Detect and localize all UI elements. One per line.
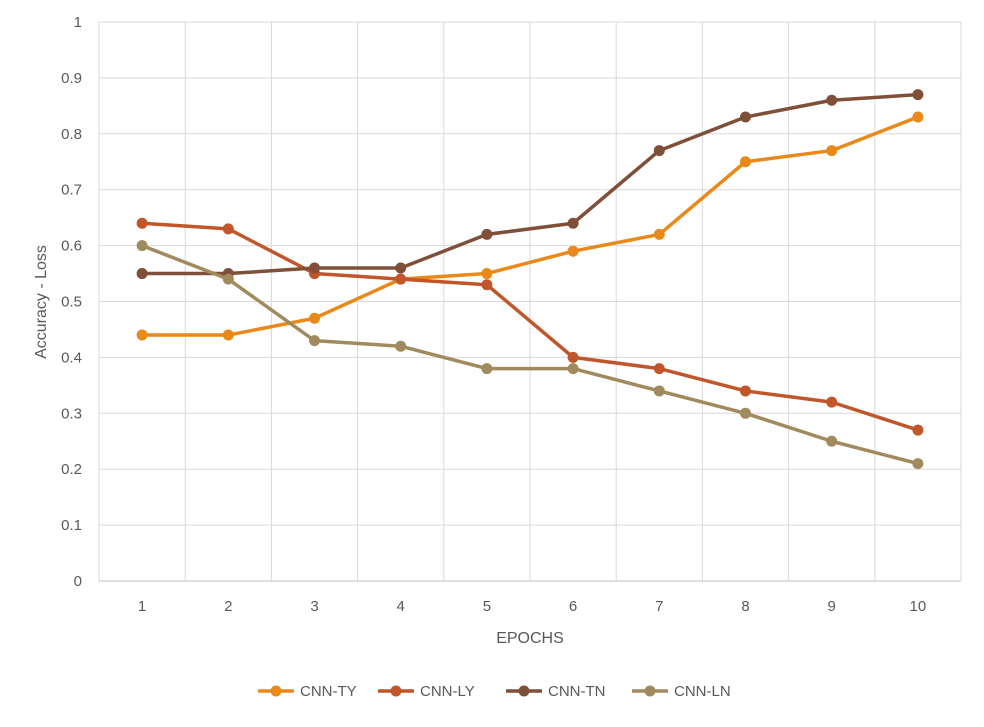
data-point <box>222 223 234 235</box>
y-tick-label: 0.6 <box>61 238 82 255</box>
y-tick-label: 0.1 <box>61 517 82 534</box>
y-tick-label: 0.2 <box>61 461 82 478</box>
data-point <box>740 385 751 397</box>
data-point <box>309 262 320 274</box>
data-point <box>826 94 838 106</box>
x-tick-label: 7 <box>655 598 663 615</box>
data-point <box>826 435 838 447</box>
data-point <box>222 329 234 341</box>
series-lines <box>136 89 924 470</box>
data-point <box>222 273 234 285</box>
data-point <box>395 262 407 274</box>
x-tick-label: 1 <box>138 598 146 615</box>
data-point <box>481 363 493 375</box>
data-point <box>912 424 924 436</box>
data-point <box>481 228 493 240</box>
data-point <box>481 279 493 291</box>
axes: 0 0.1 0.2 0.3 0.4 0.5 0.6 0.7 0.8 0.9 1 1 2 3 4 5 6 7 8 9 10 <box>61 14 961 615</box>
y-tick-label: 0 <box>74 573 82 590</box>
y-tick-label: 0.8 <box>61 126 82 143</box>
legend-label: CNN-TY <box>300 683 357 700</box>
data-point <box>567 245 579 257</box>
legend-swatch-marker <box>518 685 530 697</box>
data-point <box>740 156 751 168</box>
data-point <box>912 89 924 101</box>
x-tick-label: 2 <box>224 598 232 615</box>
legend-label: CNN-LN <box>674 683 731 700</box>
grid-lines <box>98 21 962 581</box>
legend-label: CNN-LY <box>420 683 475 700</box>
data-point <box>136 217 148 229</box>
legend-swatch-marker <box>644 685 656 697</box>
y-axis-title: Accuracy - Loss <box>33 245 50 359</box>
y-tick-label: 0.4 <box>61 349 82 366</box>
x-tick-label: 8 <box>741 598 749 615</box>
x-tick-label: 10 <box>910 598 927 615</box>
data-point <box>912 111 924 123</box>
data-point <box>309 312 320 324</box>
data-point <box>481 268 493 280</box>
legend: CNN-TY CNN-LY CNN-TN CNN-LN <box>258 683 731 700</box>
series-line <box>140 115 920 337</box>
x-tick-label: 3 <box>310 598 318 615</box>
y-tick-label: 1 <box>74 14 82 31</box>
legend-label: CNN-TN <box>548 683 606 700</box>
data-point <box>826 145 838 157</box>
x-axis-title: EPOCHS <box>496 630 564 647</box>
series-line <box>140 92 920 276</box>
data-point <box>653 385 665 397</box>
data-point <box>136 329 148 341</box>
x-tick-label: 6 <box>569 598 577 615</box>
data-point <box>567 217 579 229</box>
x-tick-label: 5 <box>483 598 491 615</box>
data-point <box>653 363 665 375</box>
data-point <box>740 111 751 123</box>
data-point <box>395 340 407 352</box>
data-point <box>653 145 665 157</box>
legend-swatch-marker <box>270 685 282 697</box>
data-point <box>912 458 924 470</box>
x-tick-label: 4 <box>397 598 405 615</box>
data-point <box>136 240 148 252</box>
y-tick-label: 0.7 <box>61 182 82 199</box>
y-tick-label: 0.5 <box>61 294 82 311</box>
series-line <box>140 221 920 432</box>
data-point <box>309 335 320 347</box>
series-line <box>140 243 920 466</box>
data-point <box>826 396 838 408</box>
x-tick-label: 9 <box>828 598 836 615</box>
data-point <box>395 273 407 285</box>
data-point <box>567 363 579 375</box>
data-point <box>653 228 665 240</box>
legend-swatch-marker <box>390 685 402 697</box>
data-point <box>567 351 579 363</box>
y-tick-label: 0.9 <box>61 70 82 87</box>
y-tick-label: 0.3 <box>61 405 82 422</box>
data-point <box>740 407 751 419</box>
data-point <box>136 268 148 280</box>
